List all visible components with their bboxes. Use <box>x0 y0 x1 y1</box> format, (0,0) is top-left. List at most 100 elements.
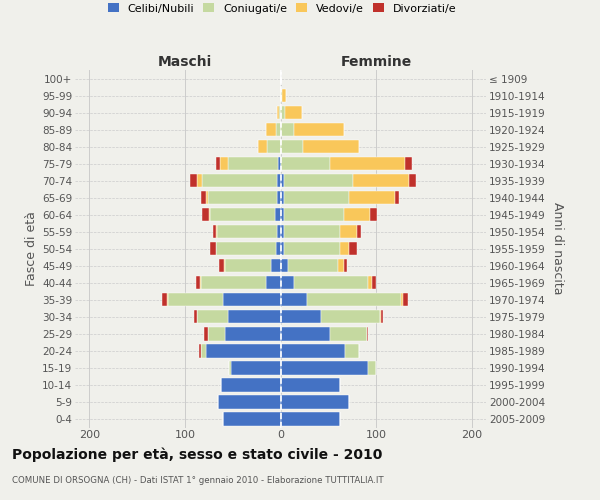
Bar <box>197 174 202 188</box>
Bar <box>224 259 225 272</box>
Bar <box>281 106 285 119</box>
Bar <box>368 362 376 374</box>
Bar <box>215 242 217 256</box>
Bar <box>281 310 320 324</box>
Bar <box>208 327 225 340</box>
Bar <box>275 208 281 222</box>
Bar <box>281 276 294 289</box>
Bar <box>228 157 278 170</box>
Bar <box>281 89 283 102</box>
Bar <box>330 157 405 170</box>
Bar <box>281 242 284 256</box>
Bar <box>349 191 395 204</box>
Bar <box>281 378 340 392</box>
Bar <box>223 293 281 306</box>
Bar <box>201 191 206 204</box>
Bar <box>344 208 370 222</box>
Text: COMUNE DI ORSOGNA (CH) - Dati ISTAT 1° gennaio 2010 - Elaborazione TUTTITALIA.IT: COMUNE DI ORSOGNA (CH) - Dati ISTAT 1° g… <box>12 476 383 485</box>
Bar <box>338 259 344 272</box>
Bar <box>285 106 302 119</box>
Bar <box>353 174 409 188</box>
Bar <box>266 123 276 136</box>
Bar <box>206 344 281 358</box>
Bar <box>340 225 357 238</box>
Bar <box>288 259 338 272</box>
Bar <box>294 123 344 136</box>
Bar <box>225 259 271 272</box>
Bar <box>284 242 340 256</box>
Bar <box>281 191 284 204</box>
Bar <box>199 344 201 358</box>
Bar <box>208 191 277 204</box>
Bar <box>294 276 368 289</box>
Bar <box>357 225 361 238</box>
Bar <box>201 276 266 289</box>
Bar <box>344 259 347 272</box>
Bar <box>283 89 286 102</box>
Bar <box>204 327 208 340</box>
Bar <box>277 225 281 238</box>
Bar <box>349 242 357 256</box>
Bar <box>401 293 403 306</box>
Bar <box>162 293 167 306</box>
Bar <box>277 106 278 119</box>
Bar <box>304 140 359 153</box>
Bar <box>395 191 399 204</box>
Bar <box>281 412 340 426</box>
Bar <box>267 140 281 153</box>
Bar <box>218 396 281 408</box>
Bar <box>225 327 281 340</box>
Bar <box>284 191 349 204</box>
Bar <box>330 327 367 340</box>
Bar <box>229 362 231 374</box>
Bar <box>372 276 376 289</box>
Bar <box>210 208 275 222</box>
Bar <box>217 242 276 256</box>
Bar <box>381 310 383 324</box>
Bar <box>190 174 197 188</box>
Bar <box>277 174 281 188</box>
Bar <box>221 378 281 392</box>
Bar <box>220 157 228 170</box>
Bar <box>284 225 340 238</box>
Bar <box>409 174 416 188</box>
Bar <box>200 276 201 289</box>
Bar <box>370 208 377 222</box>
Bar <box>215 157 220 170</box>
Text: Maschi: Maschi <box>158 55 212 69</box>
Legend: Celibi/Nubili, Coniugati/e, Vedovi/e, Divorziati/e: Celibi/Nubili, Coniugati/e, Vedovi/e, Di… <box>107 3 457 13</box>
Bar <box>202 208 209 222</box>
Bar <box>276 123 281 136</box>
Bar <box>201 344 206 358</box>
Bar <box>167 293 168 306</box>
Bar <box>405 157 412 170</box>
Bar <box>194 310 197 324</box>
Bar <box>278 106 281 119</box>
Bar <box>380 310 381 324</box>
Bar <box>212 225 217 238</box>
Bar <box>210 242 215 256</box>
Bar <box>223 412 281 426</box>
Y-axis label: Anni di nascita: Anni di nascita <box>551 202 564 295</box>
Bar <box>346 344 359 358</box>
Bar <box>281 140 304 153</box>
Bar <box>228 310 281 324</box>
Bar <box>367 327 368 340</box>
Bar <box>220 259 224 272</box>
Bar <box>206 191 208 204</box>
Bar <box>231 362 281 374</box>
Bar <box>340 242 349 256</box>
Bar <box>403 293 407 306</box>
Bar <box>168 293 223 306</box>
Bar <box>281 208 284 222</box>
Text: Femmine: Femmine <box>340 55 412 69</box>
Bar <box>202 174 277 188</box>
Bar <box>266 276 281 289</box>
Bar <box>281 259 288 272</box>
Bar <box>284 174 353 188</box>
Bar <box>277 191 281 204</box>
Bar <box>197 310 228 324</box>
Bar <box>284 208 344 222</box>
Bar <box>281 396 349 408</box>
Bar <box>271 259 281 272</box>
